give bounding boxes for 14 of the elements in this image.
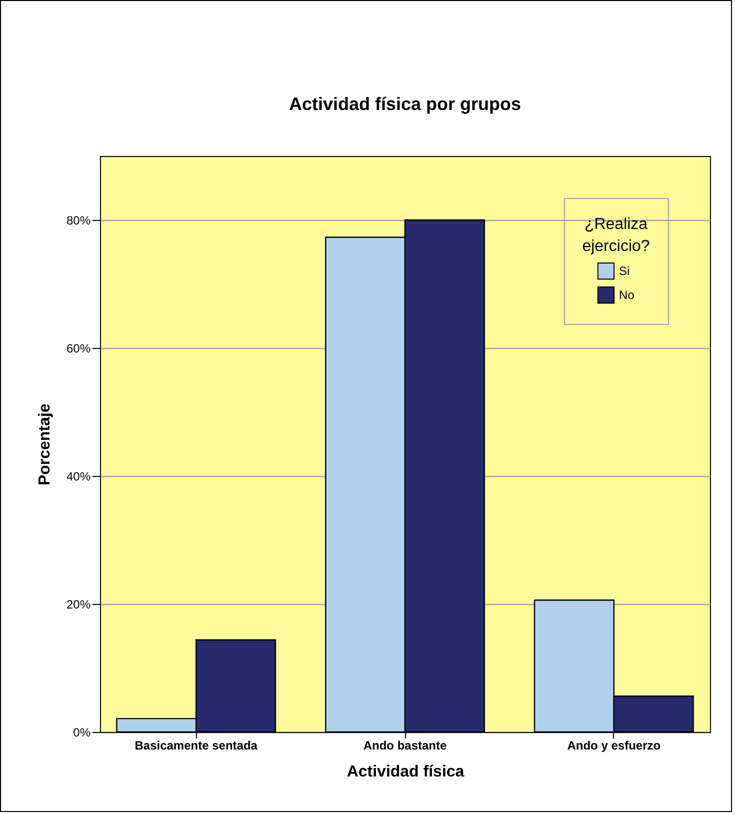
y-tick-label: 20%	[66, 598, 91, 612]
chart-title: Actividad física por grupos	[288, 94, 522, 114]
y-tick-label: 60%	[66, 342, 91, 356]
legend-label: No	[619, 288, 635, 302]
x-tick-label: Ando bastante	[363, 738, 447, 752]
legend-label: Si	[619, 264, 630, 278]
y-tick-label: 0%	[73, 726, 91, 740]
x-tick-label: Basicamente sentada	[134, 738, 258, 752]
legend-title: ¿Realiza ejercicio?	[582, 216, 650, 255]
x-tick-label: Ando y esfuerzo	[567, 738, 661, 752]
y-tick-label: 40%	[66, 470, 91, 484]
x-axis-title: Actividad física	[346, 764, 464, 780]
y-tick-label: 80%	[66, 214, 91, 228]
y-axis-title: Porcentaje	[36, 403, 54, 486]
